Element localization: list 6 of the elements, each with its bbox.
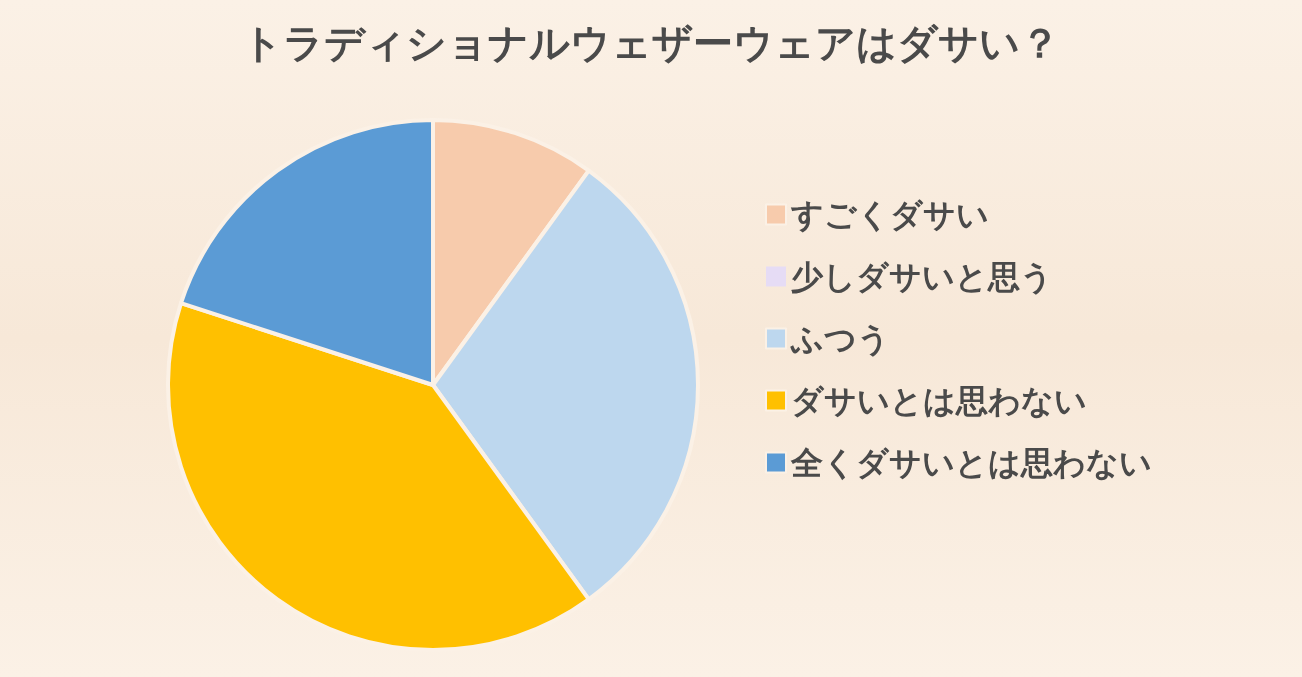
legend-label: すごくダサい [790, 195, 989, 234]
legend-label: 全くダサいとは思わない [790, 443, 1152, 482]
legend-label: ふつう [790, 319, 890, 358]
legend-label: ダサいとは思わない [791, 381, 1087, 420]
legend-label: 少しダサいと思う [791, 257, 1053, 296]
chart-title: トラディショナルウェザーウェアはダサい？ [242, 20, 1060, 66]
